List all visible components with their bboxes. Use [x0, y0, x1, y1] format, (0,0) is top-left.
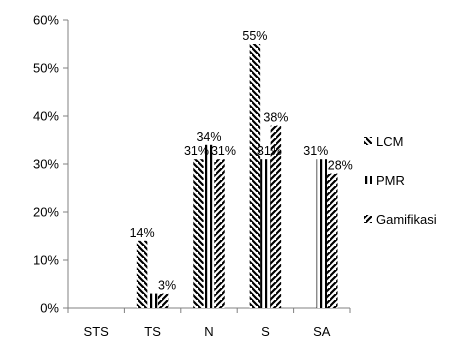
x-tick-label: N	[204, 324, 213, 339]
bar-pmr-sa	[316, 159, 328, 308]
bar-lcm-s	[249, 44, 261, 308]
data-label: 55%	[242, 29, 267, 43]
data-label: 31%	[257, 144, 282, 158]
x-tick-label: TS	[144, 324, 161, 339]
bar-gamifikasi-n	[214, 159, 225, 308]
y-tick-label: 40%	[33, 109, 59, 124]
data-label: 31%	[303, 144, 328, 158]
bar-gamifikasi-sa	[327, 173, 338, 308]
legend-label-pmr: PMR	[376, 173, 405, 188]
bar-pmr-s	[260, 159, 271, 308]
bar-pmr-n	[203, 144, 215, 308]
y-tick-label: 30%	[33, 157, 59, 172]
data-label: 31%	[211, 144, 236, 158]
y-tick-label: 50%	[33, 61, 59, 76]
legend: LCM PMR Gamifikasi	[364, 134, 437, 227]
x-tick-label: STS	[84, 324, 110, 339]
legend-label-gamifikasi: Gamifikasi	[376, 212, 437, 227]
data-labels: 14%31%55%34%31% 31%3%31%38%28%	[130, 29, 353, 293]
x-tick-label: SA	[313, 324, 331, 339]
data-label: 28%	[328, 159, 353, 173]
bar-lcm-n	[193, 159, 204, 308]
legend-swatch-gamifikasi	[364, 215, 372, 223]
bars	[136, 44, 338, 308]
data-label: 38%	[263, 111, 288, 125]
bar-lcm-ts	[136, 240, 148, 308]
y-tick-label: 60%	[33, 13, 59, 28]
x-tick-label: S	[261, 324, 270, 339]
bar-pmr-ts	[147, 293, 158, 308]
data-label: 31%	[184, 144, 209, 158]
legend-swatch-pmr	[364, 176, 372, 184]
legend-label-lcm: LCM	[376, 134, 403, 149]
bar-gamifikasi-s	[270, 125, 282, 308]
data-label: 3%	[158, 279, 176, 293]
legend-swatch-lcm	[364, 137, 372, 145]
y-tick-label: 0%	[40, 301, 59, 316]
data-label: 14%	[130, 226, 155, 240]
data-label: 34%	[196, 130, 221, 144]
bar-gamifikasi-ts	[157, 293, 169, 308]
y-tick-label: 20%	[33, 205, 59, 220]
axes: 0% 10% 20% 30% 40% 50% 60% STS TS N S SA	[33, 13, 351, 339]
y-tick-label: 10%	[33, 253, 59, 268]
